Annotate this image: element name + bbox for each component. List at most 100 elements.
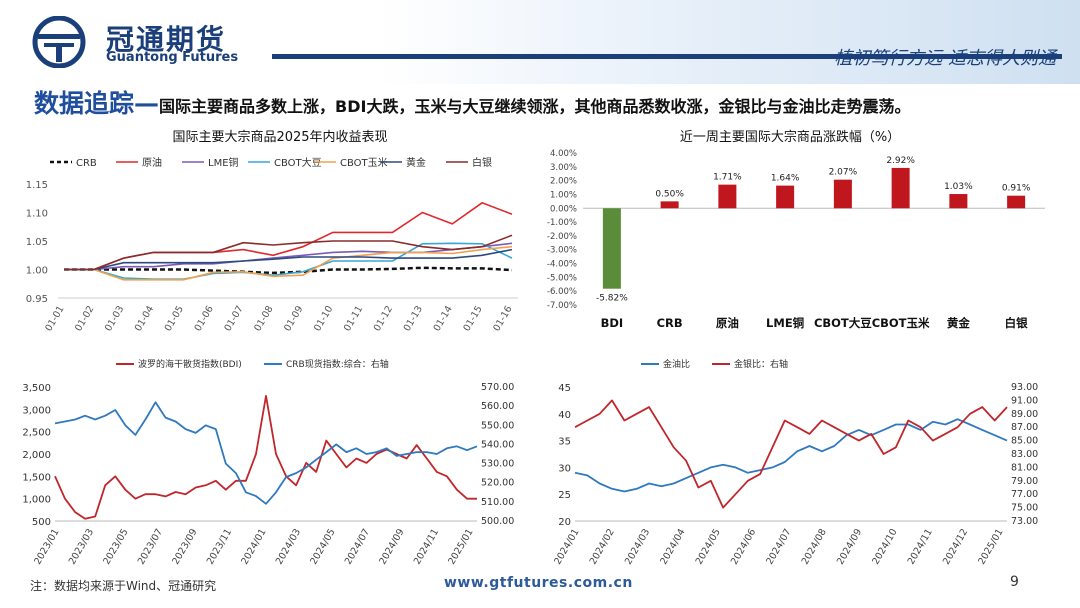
bar <box>891 167 910 209</box>
y-tick-label-right: 93.00 <box>1011 382 1038 393</box>
y-tick-label-left: 1,500 <box>22 472 51 483</box>
y-tick-label: 0.95 <box>26 294 48 305</box>
category-label: 黄金 <box>947 316 970 330</box>
x-tick-label: 01-05 <box>163 304 186 333</box>
page-number: 9 <box>1010 574 1019 590</box>
x-tick-label: 2023/01 <box>32 527 61 567</box>
y-tick-label-right: 87.00 <box>1011 422 1038 433</box>
data-label: 2.07% <box>829 168 858 178</box>
x-tick-label: 2024/07 <box>343 527 372 567</box>
bar <box>1007 195 1026 209</box>
y-tick-label: 1.10 <box>26 209 48 220</box>
y-tick-label-right: 81.00 <box>1011 462 1038 473</box>
y-tick-label: 4.00% <box>550 149 577 159</box>
header-rule <box>272 54 1062 59</box>
slide-title-dash: — <box>134 89 160 118</box>
series-line <box>64 201 513 271</box>
y-tick-label-left: 40 <box>558 410 571 421</box>
slide-title: 数据追踪—国际主要商品多数上涨，BDI大跌，玉米与大豆继续领涨，其他商品悉数收涨… <box>34 84 1064 120</box>
x-tick-label: 01-03 <box>103 304 126 333</box>
y-tick-label-right: 85.00 <box>1011 436 1038 447</box>
y-tick-label: -6.00% <box>547 287 577 297</box>
x-tick-label: 2024/09 <box>377 527 406 567</box>
x-tick-label: 01-13 <box>402 304 425 333</box>
bar <box>660 201 679 209</box>
y-tick-label-right: 73.00 <box>1011 516 1038 527</box>
series-line <box>574 418 1008 493</box>
x-tick-label: 2024/12 <box>941 527 970 567</box>
slide-title-lead: 数据追踪 <box>34 89 135 118</box>
x-tick-label: 2024/04 <box>658 527 687 567</box>
x-tick-label: 01-06 <box>193 304 216 333</box>
weekly-change-chart: -7.00% -6.00% -5.00% -4.00% -3.00% -2.00% -1.0… <box>547 149 1045 330</box>
x-tick-label: 2024/09 <box>835 527 864 567</box>
x-tick-label: 2024/07 <box>764 527 793 567</box>
legend-label: CBOT玉米 <box>340 156 388 169</box>
legend-label: LME铜 <box>208 157 239 169</box>
data-label: 0.50% <box>655 189 684 199</box>
category-label: BDI <box>601 316 624 330</box>
x-tick-label: 2024/10 <box>870 527 899 567</box>
footer-url[interactable]: www.gtfutures.com.cn <box>444 575 633 591</box>
weekly-chart-title: 近一周主要国际大宗商品涨跌幅（%） <box>679 130 901 145</box>
logo-english-name: Guantong Futures <box>106 50 239 65</box>
x-tick-label: 01-16 <box>491 304 514 333</box>
x-tick-label: 2024/08 <box>800 527 829 567</box>
series-line <box>54 395 477 520</box>
x-tick-label: 2024/11 <box>906 527 935 567</box>
y-tick-label-right: 83.00 <box>1011 449 1038 460</box>
legend-label: 原油 <box>142 156 162 169</box>
y-tick-label-right: 530.00 <box>481 459 514 470</box>
y-tick-label: -2.00% <box>547 232 577 242</box>
category-label: 原油 <box>716 316 739 330</box>
x-tick-label: 01-12 <box>372 304 395 333</box>
y-tick-label-left: 2,000 <box>22 450 51 461</box>
legend-label: 白银 <box>472 156 492 169</box>
category-label: LME铜 <box>766 316 804 330</box>
data-label: 1.64% <box>771 174 800 184</box>
series-line <box>64 245 513 281</box>
y-tick-label-left: 35 <box>558 437 571 448</box>
legend-label: 金银比：右轴 <box>734 358 788 370</box>
series-line <box>64 234 513 271</box>
y-tick-label: 1.15 <box>26 180 48 191</box>
y-tick-label-right: 75.00 <box>1011 503 1038 514</box>
x-tick-label: 2024/11 <box>412 527 441 567</box>
legend-label: 金油比 <box>663 358 690 370</box>
x-tick-label: 2024/01 <box>552 527 581 567</box>
y-tick-label-left: 3,500 <box>22 383 51 394</box>
y-tick-label-right: 510.00 <box>481 497 514 508</box>
series-line <box>64 248 513 271</box>
legend-label: CRB现货指数:综合：右轴 <box>286 358 389 370</box>
category-label: CBOT玉米 <box>872 316 930 330</box>
y-tick-label-left: 20 <box>558 517 571 528</box>
x-tick-label: 2024/02 <box>588 527 617 567</box>
x-tick-label: 01-10 <box>312 304 335 333</box>
y-tick-label-right: 91.00 <box>1011 395 1038 406</box>
y-tick-label: 1.00 <box>26 266 48 277</box>
series-line <box>574 399 1008 509</box>
y-tick-label-left: 1,000 <box>22 495 51 506</box>
bar <box>718 184 737 209</box>
y-tick-label-left: 500 <box>32 517 51 528</box>
ytd-returns-chart: CRB 原油 LME铜 CBOT大豆 CBOT玉米 黄金 白银 0.95 1.00 1.05 1.1… <box>26 156 518 333</box>
y-tick-label: 0.00% <box>550 204 577 214</box>
bar <box>602 208 621 289</box>
category-label: 白银 <box>1005 316 1028 330</box>
footer-note: 注：数据均来源于Wind、冠通研究 <box>30 579 217 593</box>
legend-label: 波罗的海干散货指数(BDI) <box>138 358 242 370</box>
y-tick-label-left: 25 <box>558 490 571 501</box>
y-tick-label-right: 570.00 <box>481 382 514 393</box>
y-tick-label: -4.00% <box>547 260 577 270</box>
bar <box>949 194 968 209</box>
y-tick-label-left: 3,000 <box>22 405 51 416</box>
y-tick-label-right: 540.00 <box>481 439 514 450</box>
bdi-crb-chart: 波罗的海干散货指数(BDI) CRB现货指数:综合：右轴 500 1,000 1,500… <box>22 358 514 567</box>
y-tick-label-right: 560.00 <box>481 401 514 412</box>
x-tick-label: 2025/01 <box>976 527 1005 567</box>
x-tick-label: 2024/06 <box>729 527 758 567</box>
y-tick-label-right: 550.00 <box>481 420 514 431</box>
y-tick-label-right: 520.00 <box>481 478 514 489</box>
y-tick-label: 1.00% <box>550 190 577 200</box>
y-tick-label: 2.00% <box>550 177 577 187</box>
